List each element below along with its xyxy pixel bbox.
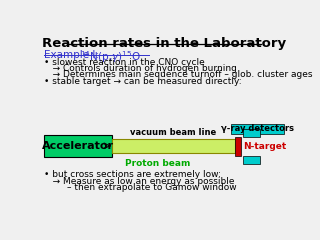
FancyBboxPatch shape — [243, 129, 260, 137]
Text: • stable target → can be measured directly:: • stable target → can be measured direct… — [44, 77, 242, 86]
FancyBboxPatch shape — [235, 137, 241, 156]
Text: – then extrapolate to Gamow window: – then extrapolate to Gamow window — [44, 183, 236, 192]
Text: → Determines main sequence turnoff – glob. cluster ages: → Determines main sequence turnoff – glo… — [44, 70, 312, 79]
Text: $^{14}$N(p,$\gamma$)$^{15}$O: $^{14}$N(p,$\gamma$)$^{15}$O — [80, 50, 140, 65]
Text: vacuum beam line: vacuum beam line — [130, 128, 216, 137]
Text: Accelerator: Accelerator — [42, 141, 114, 151]
Text: γ-ray detectors: γ-ray detectors — [221, 124, 294, 133]
Text: • but cross sections are extremely low:: • but cross sections are extremely low: — [44, 170, 221, 180]
FancyBboxPatch shape — [243, 156, 260, 164]
Text: → Measure as low an energy as possible: → Measure as low an energy as possible — [44, 177, 234, 186]
Text: Proton beam: Proton beam — [125, 159, 190, 168]
Text: → Controls duration of hydrogen burning: → Controls duration of hydrogen burning — [44, 64, 237, 73]
FancyBboxPatch shape — [44, 135, 112, 157]
Text: N-target: N-target — [243, 142, 286, 151]
Text: • slowest reaction in the CNO cycle: • slowest reaction in the CNO cycle — [44, 58, 204, 67]
Text: Reaction rates in the Laboratory: Reaction rates in the Laboratory — [42, 37, 286, 50]
FancyBboxPatch shape — [112, 139, 235, 153]
FancyBboxPatch shape — [231, 124, 284, 134]
Text: Example I:: Example I: — [44, 50, 102, 60]
